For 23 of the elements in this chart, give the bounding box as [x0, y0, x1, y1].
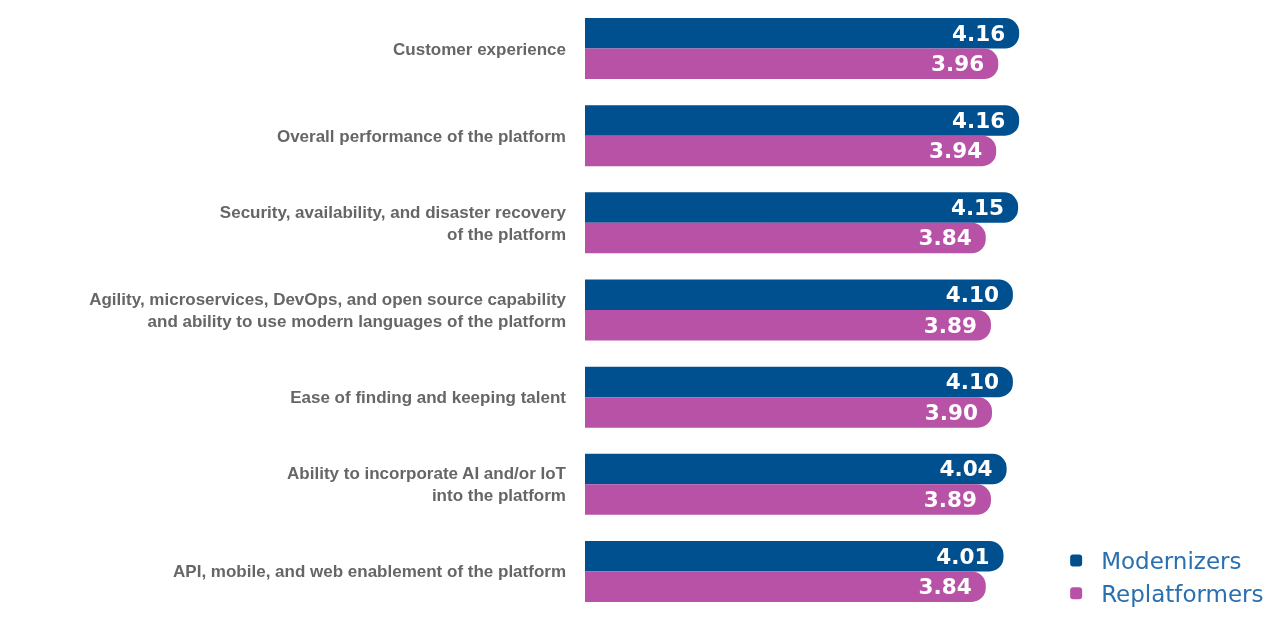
- legend-label: Modernizers: [1101, 548, 1242, 575]
- y-tick-label: API, mobile, and web enablement of the platform: [173, 562, 566, 582]
- data-label: 3.90: [924, 399, 979, 425]
- legend-label: Replatformers: [1101, 581, 1264, 608]
- data-label: 3.84: [918, 225, 972, 251]
- data-label: 4.10: [945, 282, 999, 308]
- data-label: 3.94: [929, 138, 983, 164]
- y-tick-label: Customer experience: [393, 39, 566, 59]
- data-label: 3.89: [923, 486, 977, 512]
- y-tick-label: Security, availability, and disaster recovery of the platform: [219, 202, 567, 244]
- y-tick-label: Overall performance of the platform: [276, 126, 566, 146]
- data-label: 4.04: [939, 456, 993, 482]
- data-label: 4.15: [950, 194, 1005, 220]
- data-label: 4.01: [936, 543, 990, 569]
- y-tick-label: Ease of finding and keeping talent: [290, 388, 567, 408]
- data-label: 4.16: [951, 20, 1006, 46]
- data-label: 3.84: [918, 574, 972, 600]
- data-label: 4.10: [945, 369, 999, 395]
- data-label: 3.89: [923, 312, 977, 338]
- data-label: 4.16: [951, 107, 1006, 133]
- y-tick-label: Ability to incorporate AI and/or IoT into the platform: [287, 464, 567, 506]
- y-tick-label: Agility, microservices, DevOps, and open source capability and ability to use modern languages of the platform: [89, 289, 567, 331]
- data-label: 3.96: [931, 51, 985, 77]
